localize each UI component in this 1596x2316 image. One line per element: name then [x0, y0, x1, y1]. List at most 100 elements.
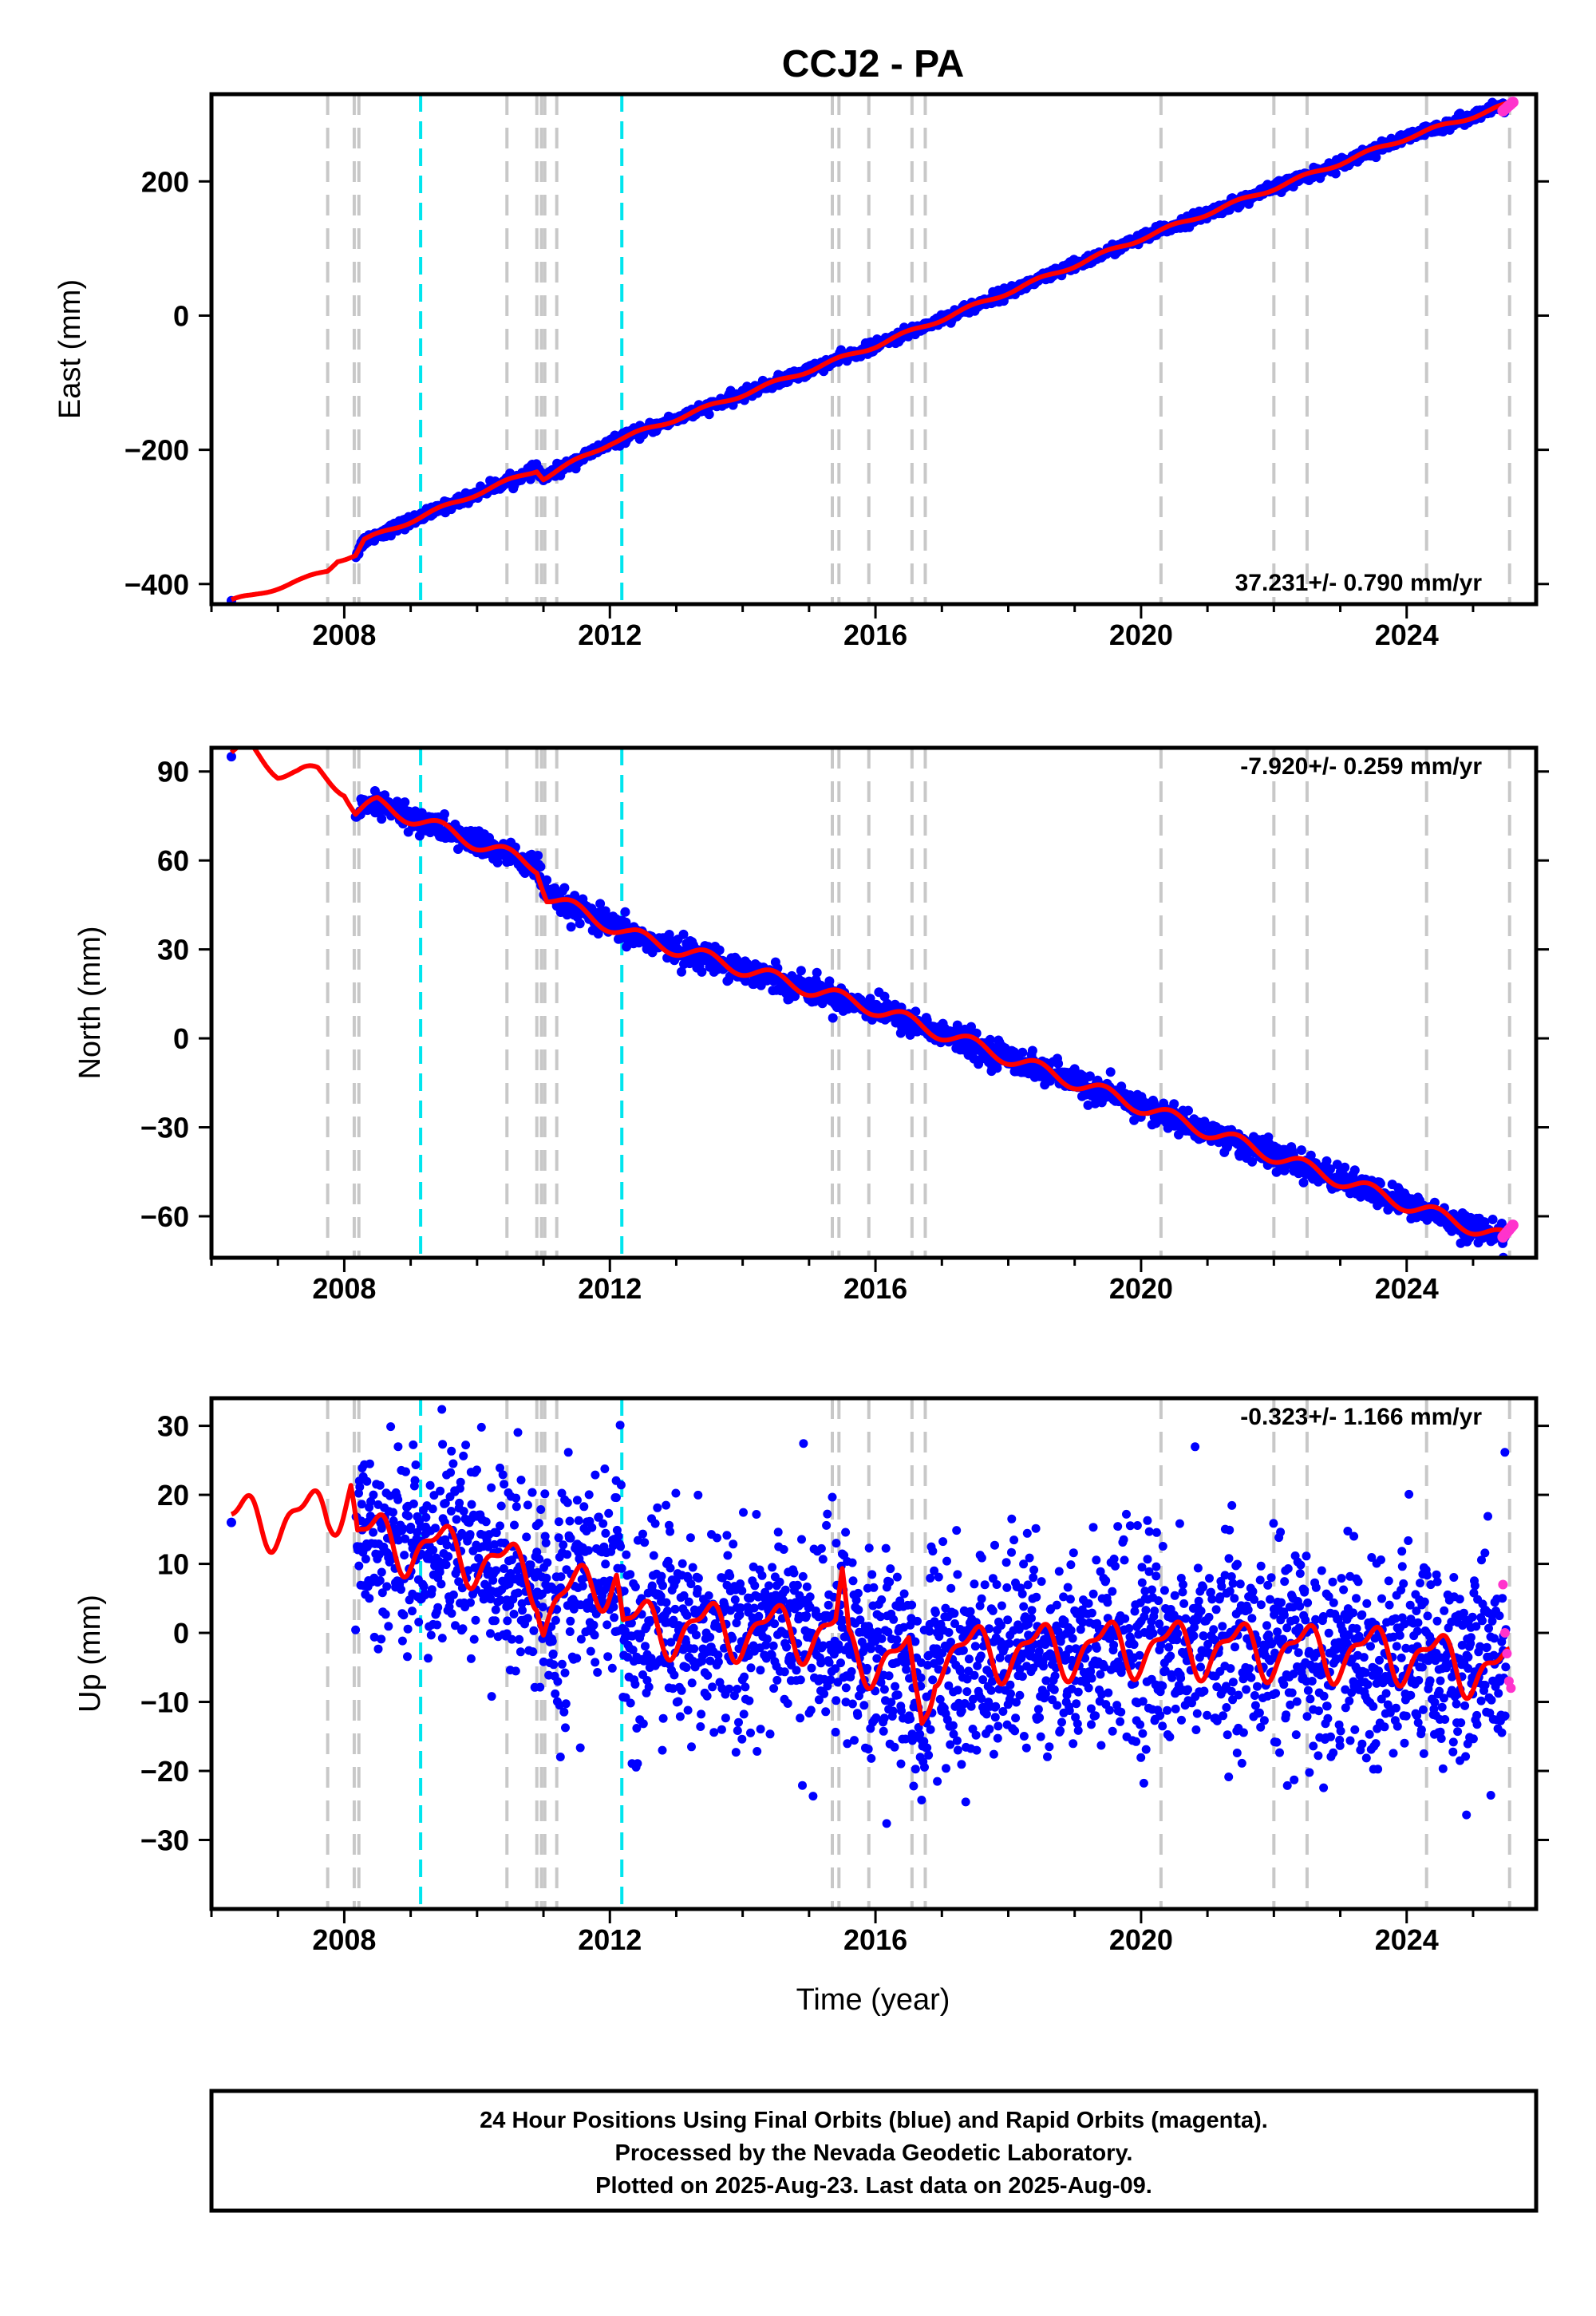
final-orbit-point [551, 1689, 560, 1698]
final-orbit-point [630, 1679, 640, 1689]
final-orbit-point [879, 1685, 889, 1694]
final-orbit-point [816, 1543, 826, 1553]
final-orbit-point [1340, 1162, 1350, 1172]
final-orbit-point [970, 1670, 979, 1680]
final-orbit-point [1053, 1058, 1064, 1069]
final-orbit-point [741, 1682, 750, 1692]
final-orbit-point [806, 1705, 816, 1715]
final-orbit-point [682, 1611, 692, 1620]
final-orbit-point [437, 1579, 446, 1589]
final-orbit-point [832, 1696, 841, 1705]
final-orbit-point [824, 976, 835, 986]
final-orbit-point [361, 1555, 370, 1563]
final-orbit-point [796, 1713, 805, 1723]
final-orbit-point [847, 1558, 857, 1567]
final-orbit-point [688, 1563, 697, 1572]
final-orbit-point [934, 1572, 943, 1582]
final-orbit-point [964, 1654, 974, 1664]
final-orbit-point [792, 1666, 801, 1675]
x-tick-label: 2016 [843, 1272, 907, 1305]
final-orbit-point [644, 1682, 654, 1692]
final-orbit-point [841, 1528, 851, 1537]
east-axes-frame [209, 92, 1539, 607]
final-orbit-point [399, 1611, 409, 1620]
final-orbit-point [491, 1605, 500, 1614]
final-orbit-point [909, 1781, 918, 1791]
final-orbit-point [944, 1628, 954, 1637]
final-orbit-point [487, 1483, 496, 1492]
final-orbit-point [731, 1748, 741, 1757]
final-orbit-point [591, 1658, 600, 1667]
final-orbit-point [563, 1498, 572, 1508]
final-orbit-point [428, 1504, 437, 1514]
final-orbit-point [452, 1515, 461, 1524]
final-orbit-point [692, 1630, 701, 1640]
y-tick-label: −30 [140, 1112, 189, 1144]
final-orbit-point [375, 1480, 385, 1490]
final-orbit-point [879, 1726, 888, 1736]
final-orbit-point [888, 1706, 898, 1716]
final-orbit-point [737, 1734, 747, 1744]
final-orbit-point [591, 1470, 600, 1480]
final-orbit-point [447, 1446, 456, 1456]
final-orbit-point [466, 1654, 476, 1663]
final-orbit-point [780, 1585, 790, 1595]
final-orbit-point [496, 1501, 506, 1511]
final-orbit-point [970, 1642, 980, 1651]
final-orbit-point [684, 1597, 693, 1607]
final-orbit-point [961, 1797, 970, 1807]
final-orbit-point [677, 1686, 686, 1695]
final-orbit-point [448, 1459, 458, 1468]
final-orbit-point [540, 1489, 550, 1499]
final-orbit-point [877, 1595, 887, 1604]
final-orbit-point [796, 966, 806, 976]
final-orbit-point [653, 1503, 662, 1512]
final-orbit-point [466, 1598, 475, 1607]
final-orbit-point [780, 1667, 789, 1677]
final-orbit-point [421, 1512, 431, 1522]
final-orbit-point [928, 1547, 938, 1556]
final-orbit-point [723, 1551, 733, 1560]
final-orbit-point [438, 1440, 448, 1449]
final-orbit-point [953, 1745, 962, 1755]
y-tick-label: 30 [157, 934, 189, 966]
final-orbit-point [926, 1725, 935, 1734]
final-orbit-point [410, 1476, 420, 1485]
final-orbit-point [547, 1637, 557, 1646]
final-orbit-point [535, 1555, 544, 1564]
final-orbit-point [511, 1666, 520, 1676]
final-orbit-point [757, 1571, 767, 1580]
final-orbit-point [523, 1500, 532, 1510]
final-orbit-point [602, 1620, 612, 1630]
final-orbit-point [704, 409, 714, 420]
final-orbit-point [447, 1609, 456, 1618]
final-orbit-point [911, 1765, 920, 1774]
final-orbit-point [461, 1441, 471, 1450]
final-orbit-point [500, 1480, 509, 1489]
final-orbit-point [440, 809, 449, 819]
final-orbit-point [586, 1646, 595, 1656]
final-orbit-point [458, 1624, 468, 1634]
final-orbit-point [948, 1721, 958, 1730]
final-orbit-point [733, 1685, 742, 1694]
final-orbit-point [362, 1476, 372, 1486]
final-orbit-point [739, 1508, 748, 1517]
final-orbit-point [847, 1667, 856, 1676]
rapid-orbit-point [1507, 97, 1519, 109]
final-orbit-point [808, 1792, 818, 1801]
final-orbit-point [535, 862, 546, 871]
final-orbit-point [425, 1480, 435, 1490]
final-orbit-point [737, 1586, 747, 1595]
final-orbit-point [603, 1652, 613, 1662]
final-orbit-point [658, 1581, 667, 1591]
final-orbit-point [671, 1488, 681, 1498]
final-orbit-point [864, 1543, 874, 1553]
final-orbit-point [424, 1654, 433, 1663]
final-orbit-point [942, 1556, 951, 1566]
final-orbit-point [693, 1585, 702, 1594]
final-orbit-point [953, 1686, 962, 1695]
y-tick-label: 0 [173, 1022, 189, 1055]
final-orbit-point [820, 1689, 829, 1698]
final-orbit-point [616, 1542, 626, 1551]
